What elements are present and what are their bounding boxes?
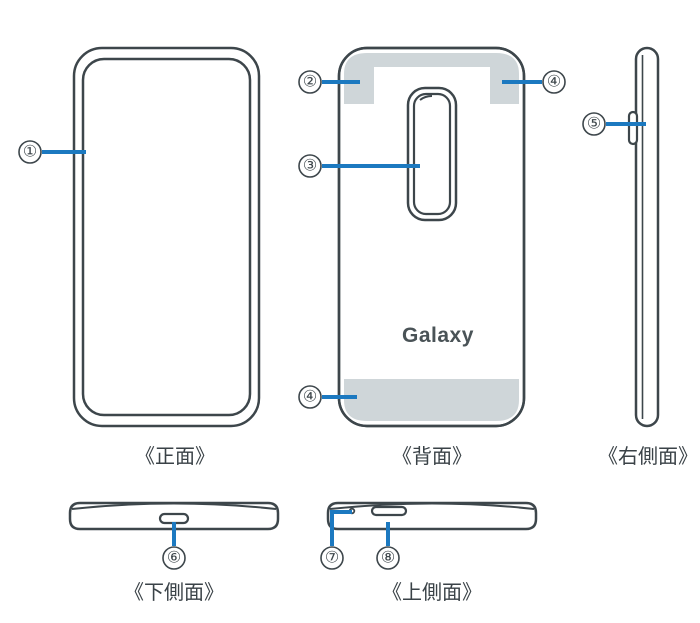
callout-4b: ④ xyxy=(303,389,317,406)
callout-7: ⑦ xyxy=(325,550,339,567)
device-diagram: ① ② ③ ④ ④ ⑤ ⑥ ⑦ ⑧ xyxy=(0,0,700,623)
callout-4a: ④ xyxy=(547,74,561,91)
callout-1: ① xyxy=(23,144,37,161)
brand-logo: Galaxy xyxy=(402,324,474,348)
label-top: 《上側面》 xyxy=(362,576,502,605)
label-front: 《正面》 xyxy=(105,440,245,469)
callout-2: ② xyxy=(303,74,317,91)
front-view xyxy=(74,48,259,426)
top-view xyxy=(328,503,536,529)
label-right: 《右側面》 xyxy=(578,440,700,469)
callout-5: ⑤ xyxy=(587,116,601,133)
callout-3: ③ xyxy=(303,158,317,175)
label-back: 《背面》 xyxy=(362,440,502,469)
back-view xyxy=(339,48,524,426)
callout-6: ⑥ xyxy=(167,550,181,567)
label-bottom: 《下側面》 xyxy=(104,576,244,605)
callout-8: ⑧ xyxy=(381,550,395,567)
right-side-view xyxy=(629,48,658,426)
